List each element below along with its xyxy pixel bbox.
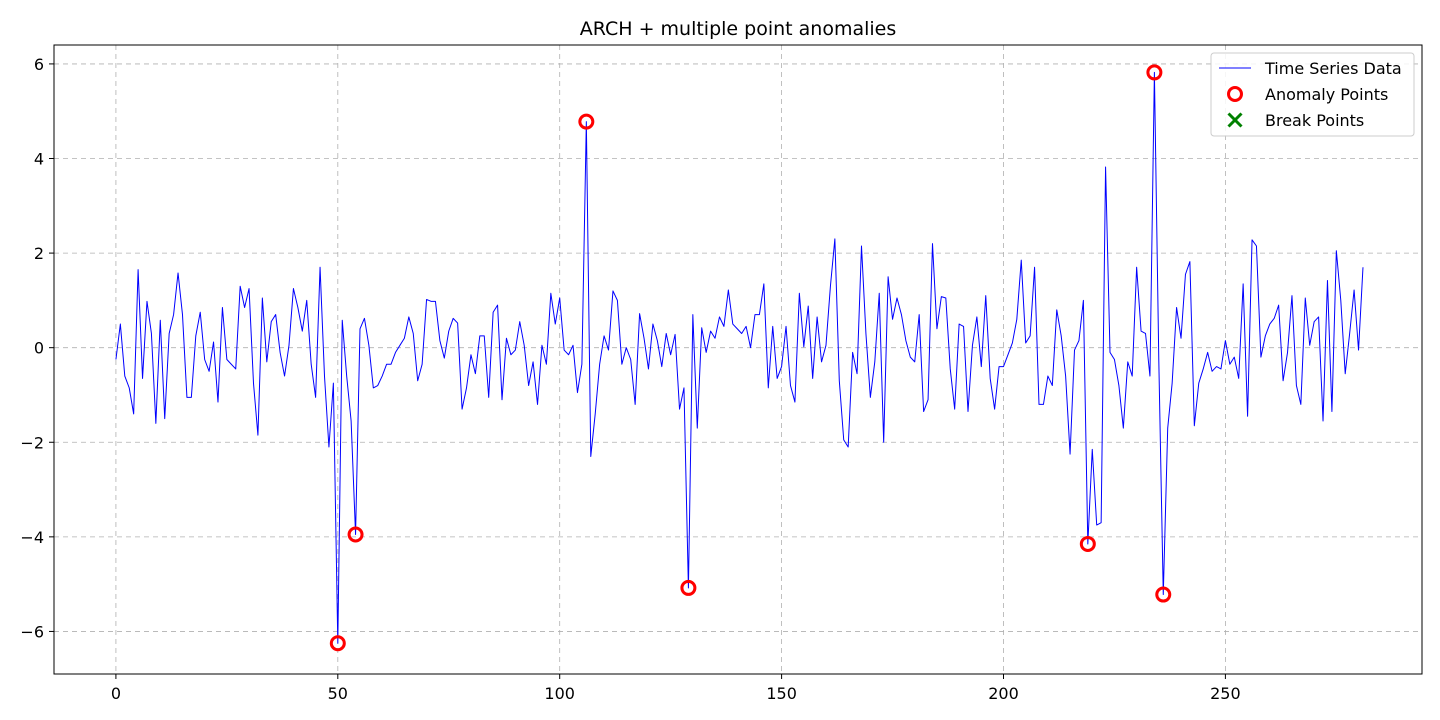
axes-frame <box>53 44 1423 675</box>
anomaly-point <box>578 113 595 130</box>
y-tick-label: 2 <box>34 244 44 263</box>
y-tick-label: −2 <box>20 433 44 452</box>
legend-label: Break Points <box>1265 111 1364 130</box>
chart-title: ARCH + multiple point anomalies <box>580 18 897 40</box>
x-tick-label: 250 <box>1210 684 1241 703</box>
y-tick-label: −4 <box>20 528 44 547</box>
legend-x-icon <box>1227 112 1243 128</box>
anomaly-point <box>1146 64 1163 81</box>
plot-area <box>115 64 1364 652</box>
legend-label: Time Series Data <box>1264 59 1402 78</box>
grid-lines <box>54 45 1422 674</box>
legend-label: Anomaly Points <box>1265 85 1388 104</box>
anomaly-point <box>1079 535 1096 552</box>
y-tick-label: 4 <box>34 150 44 169</box>
anomaly-point <box>329 635 346 652</box>
anomaly-point <box>680 579 697 596</box>
legend-box <box>1210 52 1415 137</box>
series-line-time-series-data <box>115 71 1364 644</box>
x-tick-label: 200 <box>988 684 1019 703</box>
legend: Time Series Data Anomaly Points Break Poin… <box>1210 52 1415 137</box>
y-tick-label: 6 <box>34 55 44 74</box>
x-tick-label: 150 <box>766 684 797 703</box>
axis-ticks: 0 50 100 150 200 250 −6 −4 −2 0 2 4 6 <box>20 55 1240 703</box>
anomaly-point <box>1155 586 1172 603</box>
y-tick-label: 0 <box>34 339 44 358</box>
y-tick-label: −6 <box>20 622 44 641</box>
anomaly-point <box>347 526 364 543</box>
x-tick-label: 50 <box>328 684 348 703</box>
legend-circle-icon <box>1227 86 1243 102</box>
x-tick-label: 100 <box>544 684 575 703</box>
x-tick-label: 0 <box>111 684 121 703</box>
